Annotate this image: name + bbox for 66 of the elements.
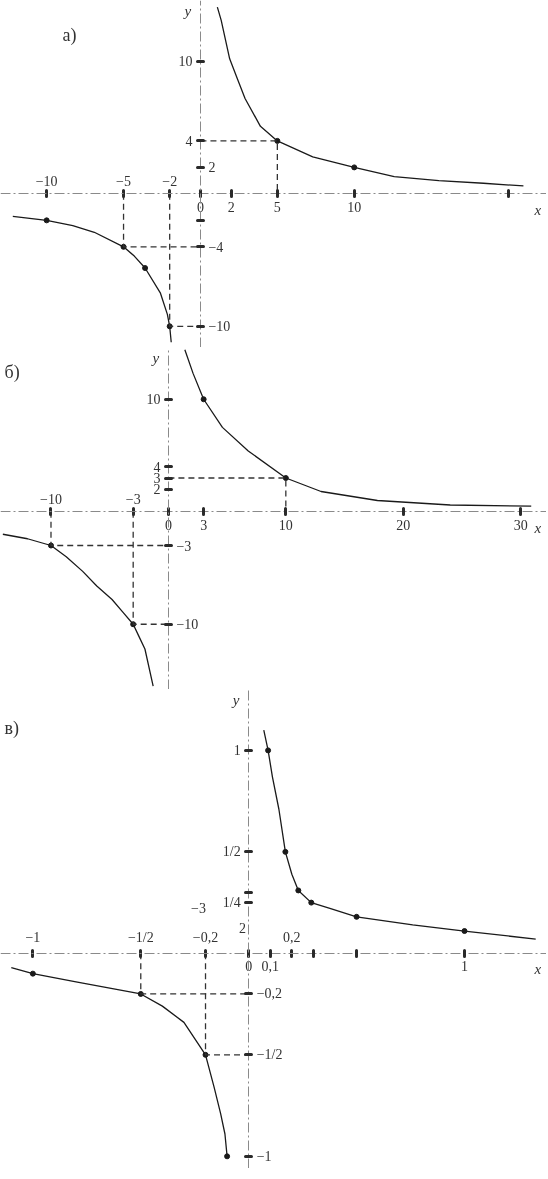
y2-tick-label: −0,2 — [256, 986, 283, 1002]
point — [282, 848, 289, 855]
y2-tick-label: −1/2 — [256, 1047, 283, 1063]
point — [461, 928, 468, 935]
point — [142, 265, 149, 272]
x-tick-label: 0,1 — [261, 959, 280, 975]
x-axis-title: x — [533, 201, 542, 218]
point — [351, 164, 358, 171]
y-tick-label: 1/4 — [222, 895, 241, 911]
point — [224, 1153, 231, 1160]
y2-tick-label: −1 — [256, 1148, 272, 1164]
y-tick-label: 4 — [185, 133, 193, 149]
x2-tick-label: −10 — [35, 173, 58, 189]
x2-tick-label: −2 — [162, 173, 178, 189]
x-tick-label: 10 — [347, 199, 362, 215]
point — [29, 970, 36, 977]
line-series — [184, 349, 532, 507]
x2-tick-label: 0,2 — [283, 930, 301, 946]
point — [166, 323, 173, 330]
text: в) — [4, 717, 19, 739]
x-tick-label: 20 — [396, 517, 411, 533]
line-series — [12, 215, 172, 343]
y-tick-label: 1 — [233, 742, 241, 758]
point — [130, 621, 137, 628]
y-axis-title: y — [182, 2, 192, 19]
x-tick-label: 0 — [245, 959, 253, 975]
line-series — [216, 6, 525, 187]
y2-tick-label: −10 — [176, 617, 199, 633]
x-tick-label: 30 — [513, 517, 528, 533]
x-tick-label: 10 — [278, 517, 293, 533]
x2-tick-label: −10 — [40, 491, 62, 507]
y-tick-label: 1/2 — [222, 844, 241, 860]
point — [202, 1051, 209, 1058]
x-tick-label: 5 — [273, 199, 281, 215]
point — [120, 243, 127, 250]
text: б) — [4, 361, 20, 383]
x2-tick-label: −3 — [125, 491, 141, 507]
point — [274, 137, 281, 144]
point — [265, 747, 272, 754]
y-tick-label: 10 — [146, 392, 161, 408]
x2-tick-label: −1 — [25, 930, 41, 946]
y-axis-title: y — [150, 349, 160, 366]
x-tick-label: 3 — [200, 517, 208, 533]
y-axis-title: y — [230, 691, 240, 708]
line-series — [2, 533, 154, 687]
y2-tick-label: −10 — [208, 319, 231, 335]
x-tick-label: 0 — [196, 199, 204, 215]
x2-tick-label: −1/2 — [127, 930, 154, 946]
point — [200, 396, 207, 403]
x2-tick-label: −5 — [116, 173, 131, 189]
point — [282, 475, 289, 481]
point — [137, 990, 144, 997]
text: а) — [62, 24, 77, 46]
point — [353, 913, 360, 920]
x-tick-label: 0 — [164, 517, 172, 533]
point — [295, 887, 302, 894]
x-axis-title: x — [533, 961, 542, 978]
y2-tick-label: −3 — [176, 538, 192, 554]
point — [308, 899, 315, 906]
x-tick-label: 1 — [460, 959, 468, 975]
x2-tick-label: −0,2 — [192, 930, 219, 946]
y2-tick-label: −4 — [208, 239, 224, 255]
y2-tick-label: 2 — [208, 160, 216, 176]
x-axis-title: x — [533, 519, 542, 536]
point — [43, 217, 50, 224]
annotation: −3 — [191, 900, 206, 916]
